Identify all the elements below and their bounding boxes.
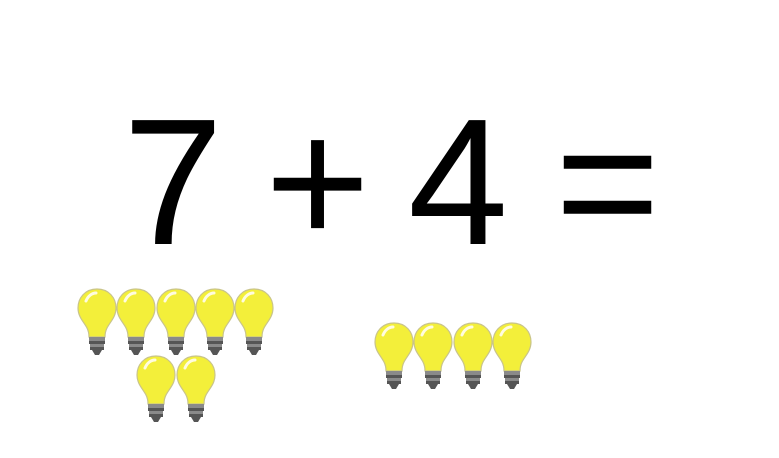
light-bulb-icon bbox=[155, 287, 197, 357]
light-bulb-icon bbox=[233, 287, 275, 357]
light-bulb-icon bbox=[76, 287, 118, 357]
light-bulb-icon bbox=[452, 321, 494, 391]
light-bulb-icon bbox=[115, 287, 157, 357]
operand-b: 4 bbox=[408, 82, 509, 283]
equation: 7 + 4 = bbox=[0, 88, 779, 278]
light-bulb-icon bbox=[491, 321, 533, 391]
light-bulb-icon bbox=[412, 321, 454, 391]
light-bulb-icon bbox=[373, 321, 415, 391]
operand-a: 7 bbox=[123, 82, 224, 283]
equals-sign: = bbox=[555, 82, 661, 283]
light-bulb-icon bbox=[175, 354, 217, 424]
light-bulb-icon bbox=[135, 354, 177, 424]
light-bulb-icon bbox=[194, 287, 236, 357]
plus-sign: + bbox=[265, 82, 371, 283]
